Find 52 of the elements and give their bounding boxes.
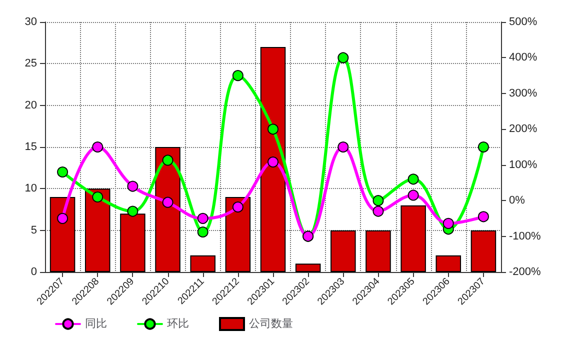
- point: [127, 180, 138, 192]
- y2-tick-label: -100%: [509, 230, 542, 242]
- legend-label: 环比: [167, 317, 189, 330]
- point: [442, 218, 454, 229]
- y2-tick-label: 0%: [509, 194, 526, 207]
- point: [478, 211, 489, 222]
- y-tick-label: 25: [24, 58, 37, 70]
- point: [57, 166, 68, 178]
- y-tick-label: 5: [30, 224, 37, 236]
- y2-tick-label: 500%: [509, 16, 538, 28]
- point: [127, 206, 138, 217]
- point: [478, 142, 489, 152]
- y-tick-label: 10: [24, 182, 37, 195]
- bar: [366, 230, 391, 272]
- y-tick-label: 20: [24, 99, 37, 112]
- legend-label: 公司数量: [249, 318, 293, 330]
- point: [338, 142, 349, 152]
- point: [268, 156, 278, 168]
- point: [92, 142, 104, 152]
- point: [197, 226, 208, 238]
- bar: [330, 230, 356, 272]
- bar: [84, 188, 110, 272]
- bar: [436, 255, 462, 272]
- point: [408, 190, 419, 201]
- y2-tick-label: 400%: [509, 52, 538, 64]
- y2-tick-label: 300%: [509, 87, 538, 100]
- y-tick-label: 15: [24, 141, 37, 153]
- point: [268, 124, 278, 135]
- point: [92, 192, 104, 202]
- legend-label: 同比: [85, 317, 107, 330]
- bar: [190, 255, 216, 272]
- point: [372, 195, 384, 206]
- point: [372, 206, 384, 217]
- y-tick-label: 30: [24, 16, 37, 28]
- bar: [225, 197, 251, 272]
- point: [232, 202, 244, 212]
- y2-tick-label: -200%: [509, 266, 542, 278]
- y-tick-label: 0: [30, 266, 37, 278]
- point: [162, 196, 174, 208]
- bar: [400, 205, 426, 272]
- point: [57, 212, 68, 224]
- bar: [260, 47, 286, 272]
- point: [197, 212, 208, 224]
- bar: [470, 230, 496, 272]
- bar: [295, 264, 321, 272]
- y2-tick-label: 100%: [509, 158, 538, 171]
- point: [338, 52, 349, 64]
- bar: [50, 197, 76, 272]
- point: [408, 174, 419, 185]
- y2-tick-label: 200%: [509, 123, 538, 136]
- point: [232, 70, 244, 82]
- point: [162, 154, 174, 166]
